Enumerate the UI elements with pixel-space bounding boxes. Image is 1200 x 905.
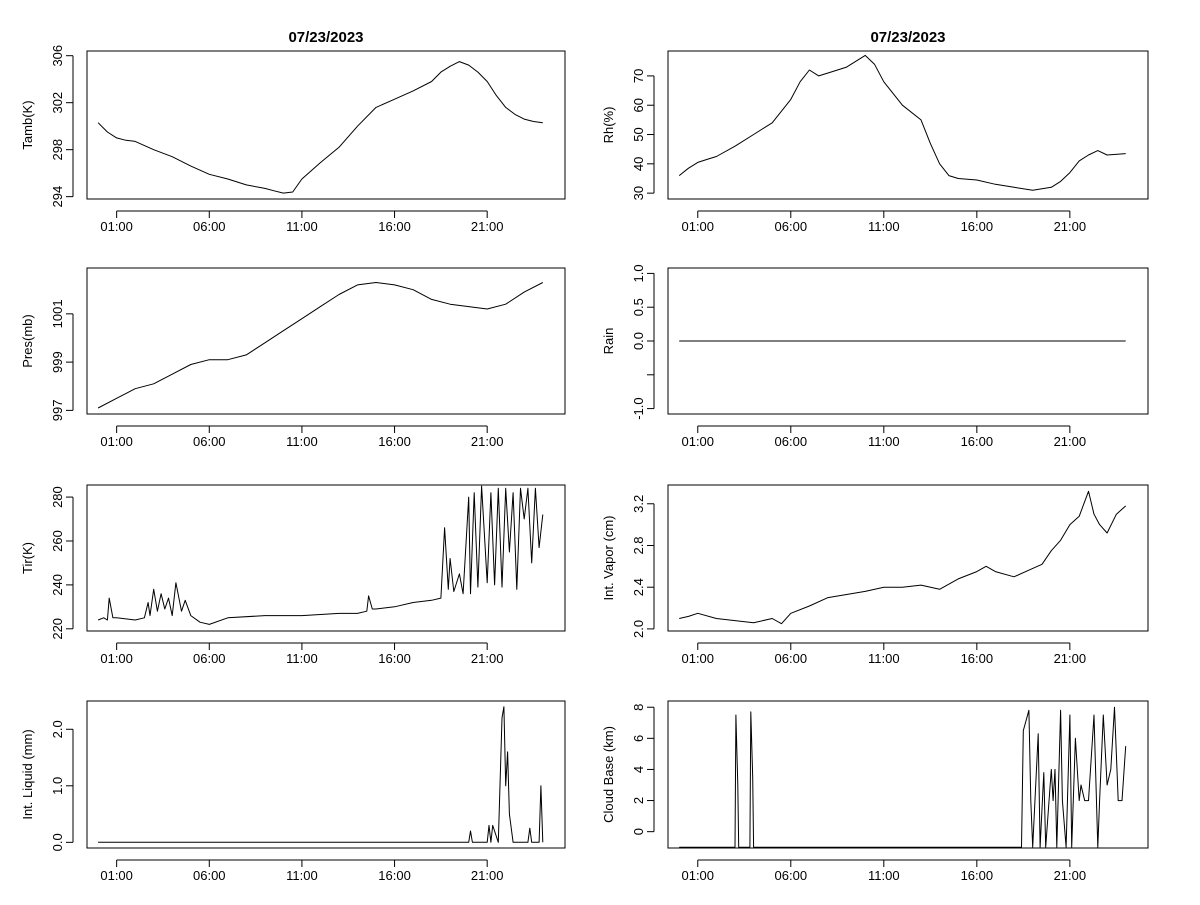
panel-3-x-tick-label: 11:00 [286,434,318,449]
panel-6-x-tick-label: 21:00 [1054,651,1087,666]
panel-4-y-tick-label: 1.0 [631,264,646,282]
panel-7-series-line [98,706,544,843]
panel-1-x-tick-label: 21:00 [471,219,504,234]
panel-6-frame [667,484,1149,632]
panel-8-y-tick-label: 8 [631,704,646,711]
panel-1-title: 07/23/2023 [288,29,363,46]
panel-8-x-tick-label: 16:00 [961,868,994,883]
panel-1-y-tick-label: 302 [50,92,65,114]
panel-8-x-tick-label: 01:00 [681,868,714,883]
panel-4-x-tick-label: 21:00 [1054,434,1087,449]
panel-8-frame [667,700,1149,849]
panel-4-y-tick-label: 0.0 [631,332,646,350]
panel-2-x-tick-label: 06:00 [775,219,808,234]
panel-2-x-tick-label: 01:00 [681,219,714,234]
panel-2-y-tick-label: 50 [631,127,646,141]
panel-7-x-tick-label: 06:00 [193,868,226,883]
panel-2-y-tick-label: 70 [631,69,646,83]
panel-4-frame [667,267,1149,415]
panel-5-y-tick-label: 220 [50,618,65,640]
panel-2-y-tick-label: 40 [631,157,646,171]
panel-5-x-tick-label: 16:00 [378,651,411,666]
panel-8-y-tick-label: 2 [631,797,646,804]
panel-1-x-tick-label: 16:00 [378,219,411,234]
panel-3-y-tick-label: 999 [50,351,65,373]
panel-7-x-tick-label: 11:00 [286,868,318,883]
panel-8-series-line [679,706,1127,848]
panel-2-y-tick-label: 30 [631,186,646,200]
panel-3-y-tick-label: 1001 [50,299,65,328]
panel-5-x-tick-label: 01:00 [100,651,133,666]
panel-6-x-tick-label: 16:00 [961,651,994,666]
panel-3-x-tick-label: 06:00 [193,434,226,449]
panel-1-frame [86,50,566,200]
panel-7-y-axis-label: Int. Liquid (mm) [20,729,35,819]
panel-7-y-tick-label: 2.0 [50,720,65,738]
panel-4-x-tick-label: 16:00 [961,434,994,449]
panel-8-y-tick-label: 4 [631,766,646,773]
panel-2-y-tick-label: 60 [631,98,646,112]
panel-6-y-tick-label: 2.8 [631,536,646,554]
panel-4-y-axis-label: Rain [601,328,616,355]
panel-4-x-tick-label: 11:00 [868,434,900,449]
panel-7-y-tick-label: 0.0 [50,833,65,851]
panel-6-series-line [679,490,1127,625]
panel-7-x-tick-label: 16:00 [378,868,411,883]
panel-1-y-axis-label: Tamb(K) [20,100,35,149]
panel-5-x-tick-label: 11:00 [286,651,318,666]
panel-6-x-tick-label: 01:00 [681,651,714,666]
panel-8-x-tick-label: 11:00 [868,868,900,883]
panel-5-y-tick-label: 280 [50,486,65,508]
panel-4-x-tick-label: 06:00 [775,434,808,449]
panel-8-y-tick-label: 6 [631,735,646,742]
panel-5-x-tick-label: 06:00 [193,651,226,666]
panel-2-x-tick-label: 16:00 [961,219,994,234]
panel-2-x-tick-label: 11:00 [868,219,900,234]
panel-2-series-line [678,54,1126,191]
panel-1-y-tick-label: 298 [50,139,65,161]
panel-3-x-tick-label: 21:00 [471,434,504,449]
panel-1-x-tick-label: 11:00 [286,219,318,234]
panel-2-frame [667,50,1149,200]
panel-1-y-tick-label: 306 [50,45,65,67]
panel-7-y-tick-label: 1.0 [50,777,65,795]
panel-8-y-tick-label: 0 [631,828,646,835]
panel-3-x-tick-label: 01:00 [100,434,133,449]
panel-1-y-tick-label: 294 [50,186,65,208]
panel-5-y-tick-label: 260 [50,530,65,552]
panel-2-y-axis-label: Rh(%) [601,107,616,144]
panel-4-y-tick-label: -1.0 [631,397,646,419]
panel-7-frame [86,700,566,849]
panel-3-y-axis-label: Pres(mb) [20,314,35,367]
panel-3-frame [86,267,566,415]
panel-4-x-tick-label: 01:00 [681,434,714,449]
panel-6-y-tick-label: 2.4 [631,578,646,596]
panel-5-y-tick-label: 240 [50,574,65,596]
panel-3-series-line [97,282,544,409]
panel-3-y-tick-label: 997 [50,400,65,422]
panel-3-x-tick-label: 16:00 [378,434,411,449]
panel-7-x-tick-label: 21:00 [471,868,504,883]
panel-6-y-tick-label: 3.2 [631,495,646,513]
panel-5-y-axis-label: Tir(K) [20,542,35,574]
panel-8-y-axis-label: Cloud Base (km) [601,726,616,823]
panel-5-frame [86,484,566,632]
panel-5-x-tick-label: 21:00 [471,651,504,666]
panel-1-series-line [97,61,543,194]
panel-1-x-tick-label: 01:00 [100,219,133,234]
panel-8-x-tick-label: 06:00 [775,868,808,883]
panel-1-x-tick-label: 06:00 [193,219,226,234]
panel-6-y-tick-label: 2.0 [631,620,646,638]
panel-7-x-tick-label: 01:00 [100,868,133,883]
panel-2-title: 07/23/2023 [870,29,945,46]
panel-6-y-axis-label: Int. Vapor (cm) [601,515,616,600]
panel-8-x-tick-label: 21:00 [1054,868,1087,883]
panel-6-x-tick-label: 06:00 [775,651,808,666]
panel-2-x-tick-label: 21:00 [1054,219,1087,234]
panel-6-x-tick-label: 11:00 [868,651,900,666]
panel-4-y-tick-label: 0.5 [631,298,646,316]
panel-5-series-line [97,485,544,625]
